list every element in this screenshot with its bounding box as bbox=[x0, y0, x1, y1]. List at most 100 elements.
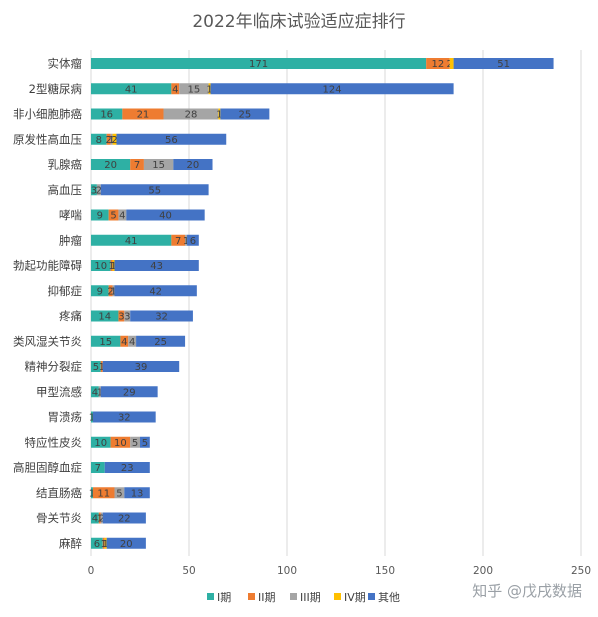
bar-segment bbox=[96, 184, 101, 196]
chart-title: 2022年临床试验适应症排行 bbox=[192, 12, 405, 32]
bar-segment bbox=[98, 512, 101, 524]
bar-segment bbox=[91, 159, 131, 170]
data-label: 20 bbox=[104, 160, 117, 171]
data-label: 20 bbox=[120, 539, 133, 550]
data-label: 1 bbox=[89, 413, 95, 424]
legend-label: III期 bbox=[300, 591, 321, 604]
data-label: 10 bbox=[114, 438, 127, 449]
bar-segment bbox=[92, 487, 115, 499]
category-label: 疼痛 bbox=[59, 309, 82, 323]
category-label: 勃起功能障碍 bbox=[13, 259, 82, 273]
data-label: 4 bbox=[92, 514, 98, 525]
legend-swatch bbox=[290, 593, 297, 600]
data-label: 1 bbox=[110, 261, 116, 272]
bar-segment bbox=[92, 411, 156, 423]
category-label: 肿瘤 bbox=[59, 233, 82, 247]
bar-segment bbox=[91, 361, 101, 372]
data-label: 1 bbox=[206, 84, 212, 95]
bar-segment bbox=[128, 335, 137, 347]
data-label: 4 bbox=[92, 387, 98, 398]
data-label: 25 bbox=[154, 337, 167, 348]
bar-segment bbox=[100, 512, 103, 524]
data-label: 2 bbox=[111, 135, 117, 146]
data-label: 1 bbox=[89, 488, 95, 499]
category-label: 结直肠癌 bbox=[36, 486, 82, 500]
data-label: 124 bbox=[323, 84, 342, 95]
category-label: 类风湿关节炎 bbox=[13, 334, 82, 348]
bar-segment bbox=[91, 133, 107, 145]
data-label: 40 bbox=[159, 211, 172, 222]
bar-segment bbox=[110, 436, 131, 448]
bar-segment bbox=[98, 386, 101, 398]
legend: I期 II期 III期 IV期 其他 bbox=[207, 591, 400, 604]
data-label: 15 bbox=[99, 337, 112, 348]
bar-segment bbox=[91, 411, 93, 423]
category-label: 精神分裂症 bbox=[25, 360, 83, 374]
data-label: 15 bbox=[188, 84, 201, 95]
bar-segment bbox=[112, 285, 115, 297]
legend-swatch bbox=[207, 593, 214, 600]
x-tick-label: 150 bbox=[375, 565, 395, 577]
data-label: 2 bbox=[99, 514, 105, 525]
bar-segment bbox=[122, 108, 164, 120]
bar-segment bbox=[91, 512, 99, 524]
bar-segment bbox=[106, 133, 111, 145]
data-label: 11 bbox=[97, 488, 110, 499]
x-tick-label: 50 bbox=[182, 565, 195, 577]
bar-segment bbox=[210, 83, 454, 95]
data-label: 14 bbox=[98, 312, 111, 323]
data-label: 5 bbox=[116, 488, 122, 499]
bar-segment bbox=[91, 462, 105, 473]
bar-segment bbox=[130, 159, 144, 170]
data-label: 39 bbox=[135, 362, 148, 373]
bar-segment bbox=[163, 108, 219, 120]
data-label: 9 bbox=[97, 286, 103, 297]
data-label: 4 bbox=[121, 337, 127, 348]
data-label: 41 bbox=[125, 84, 138, 95]
bars: 1711225141415112416212812582125620715203… bbox=[89, 58, 554, 550]
legend-swatch bbox=[248, 593, 255, 600]
bar-segment bbox=[116, 133, 227, 145]
category-label: 特应性皮炎 bbox=[25, 435, 83, 449]
data-label: 7 bbox=[134, 160, 140, 171]
bar-segment bbox=[110, 133, 113, 145]
category-label: 实体瘤 bbox=[48, 57, 83, 71]
data-label: 16 bbox=[100, 110, 113, 121]
data-label: 3 bbox=[118, 312, 124, 323]
data-label: 1 bbox=[99, 362, 105, 373]
data-label: 1 bbox=[108, 261, 114, 272]
data-label: 10 bbox=[94, 438, 107, 449]
watermark: 知乎 @戊戌数据 bbox=[472, 582, 582, 600]
data-label: 4 bbox=[119, 211, 125, 222]
bar-segment bbox=[187, 234, 199, 246]
category-label: 高血压 bbox=[48, 183, 83, 197]
category-label: 胃溃疡 bbox=[48, 410, 83, 424]
bar-segment bbox=[114, 285, 197, 297]
category-label: 抑郁症 bbox=[48, 284, 83, 298]
data-label: 6 bbox=[190, 236, 196, 247]
gridlines bbox=[90, 50, 582, 556]
bar-segment bbox=[100, 361, 103, 372]
bar-segment bbox=[140, 436, 150, 448]
data-label: 1 bbox=[97, 514, 103, 525]
data-label: 4 bbox=[129, 337, 135, 348]
bar-segment bbox=[426, 58, 450, 69]
bar-segment bbox=[104, 537, 107, 549]
bar-segment bbox=[102, 512, 146, 524]
data-label: 8 bbox=[96, 135, 102, 146]
bar-segment bbox=[91, 537, 103, 549]
category-label: 甲型流感 bbox=[36, 385, 82, 399]
x-tick-label: 0 bbox=[88, 565, 95, 577]
category-label: 高胆固醇血症 bbox=[13, 461, 82, 475]
bar-segment bbox=[104, 462, 150, 473]
bar-segment bbox=[171, 234, 186, 246]
data-label: 32 bbox=[155, 312, 168, 323]
data-label: 22 bbox=[118, 514, 131, 525]
bar-segment bbox=[91, 209, 109, 221]
data-label: 43 bbox=[150, 261, 163, 272]
data-label: 28 bbox=[185, 110, 198, 121]
bar-segment bbox=[91, 108, 123, 120]
data-label: 1 bbox=[101, 539, 107, 550]
legend-swatch bbox=[368, 593, 375, 600]
bar-segment bbox=[218, 108, 221, 120]
